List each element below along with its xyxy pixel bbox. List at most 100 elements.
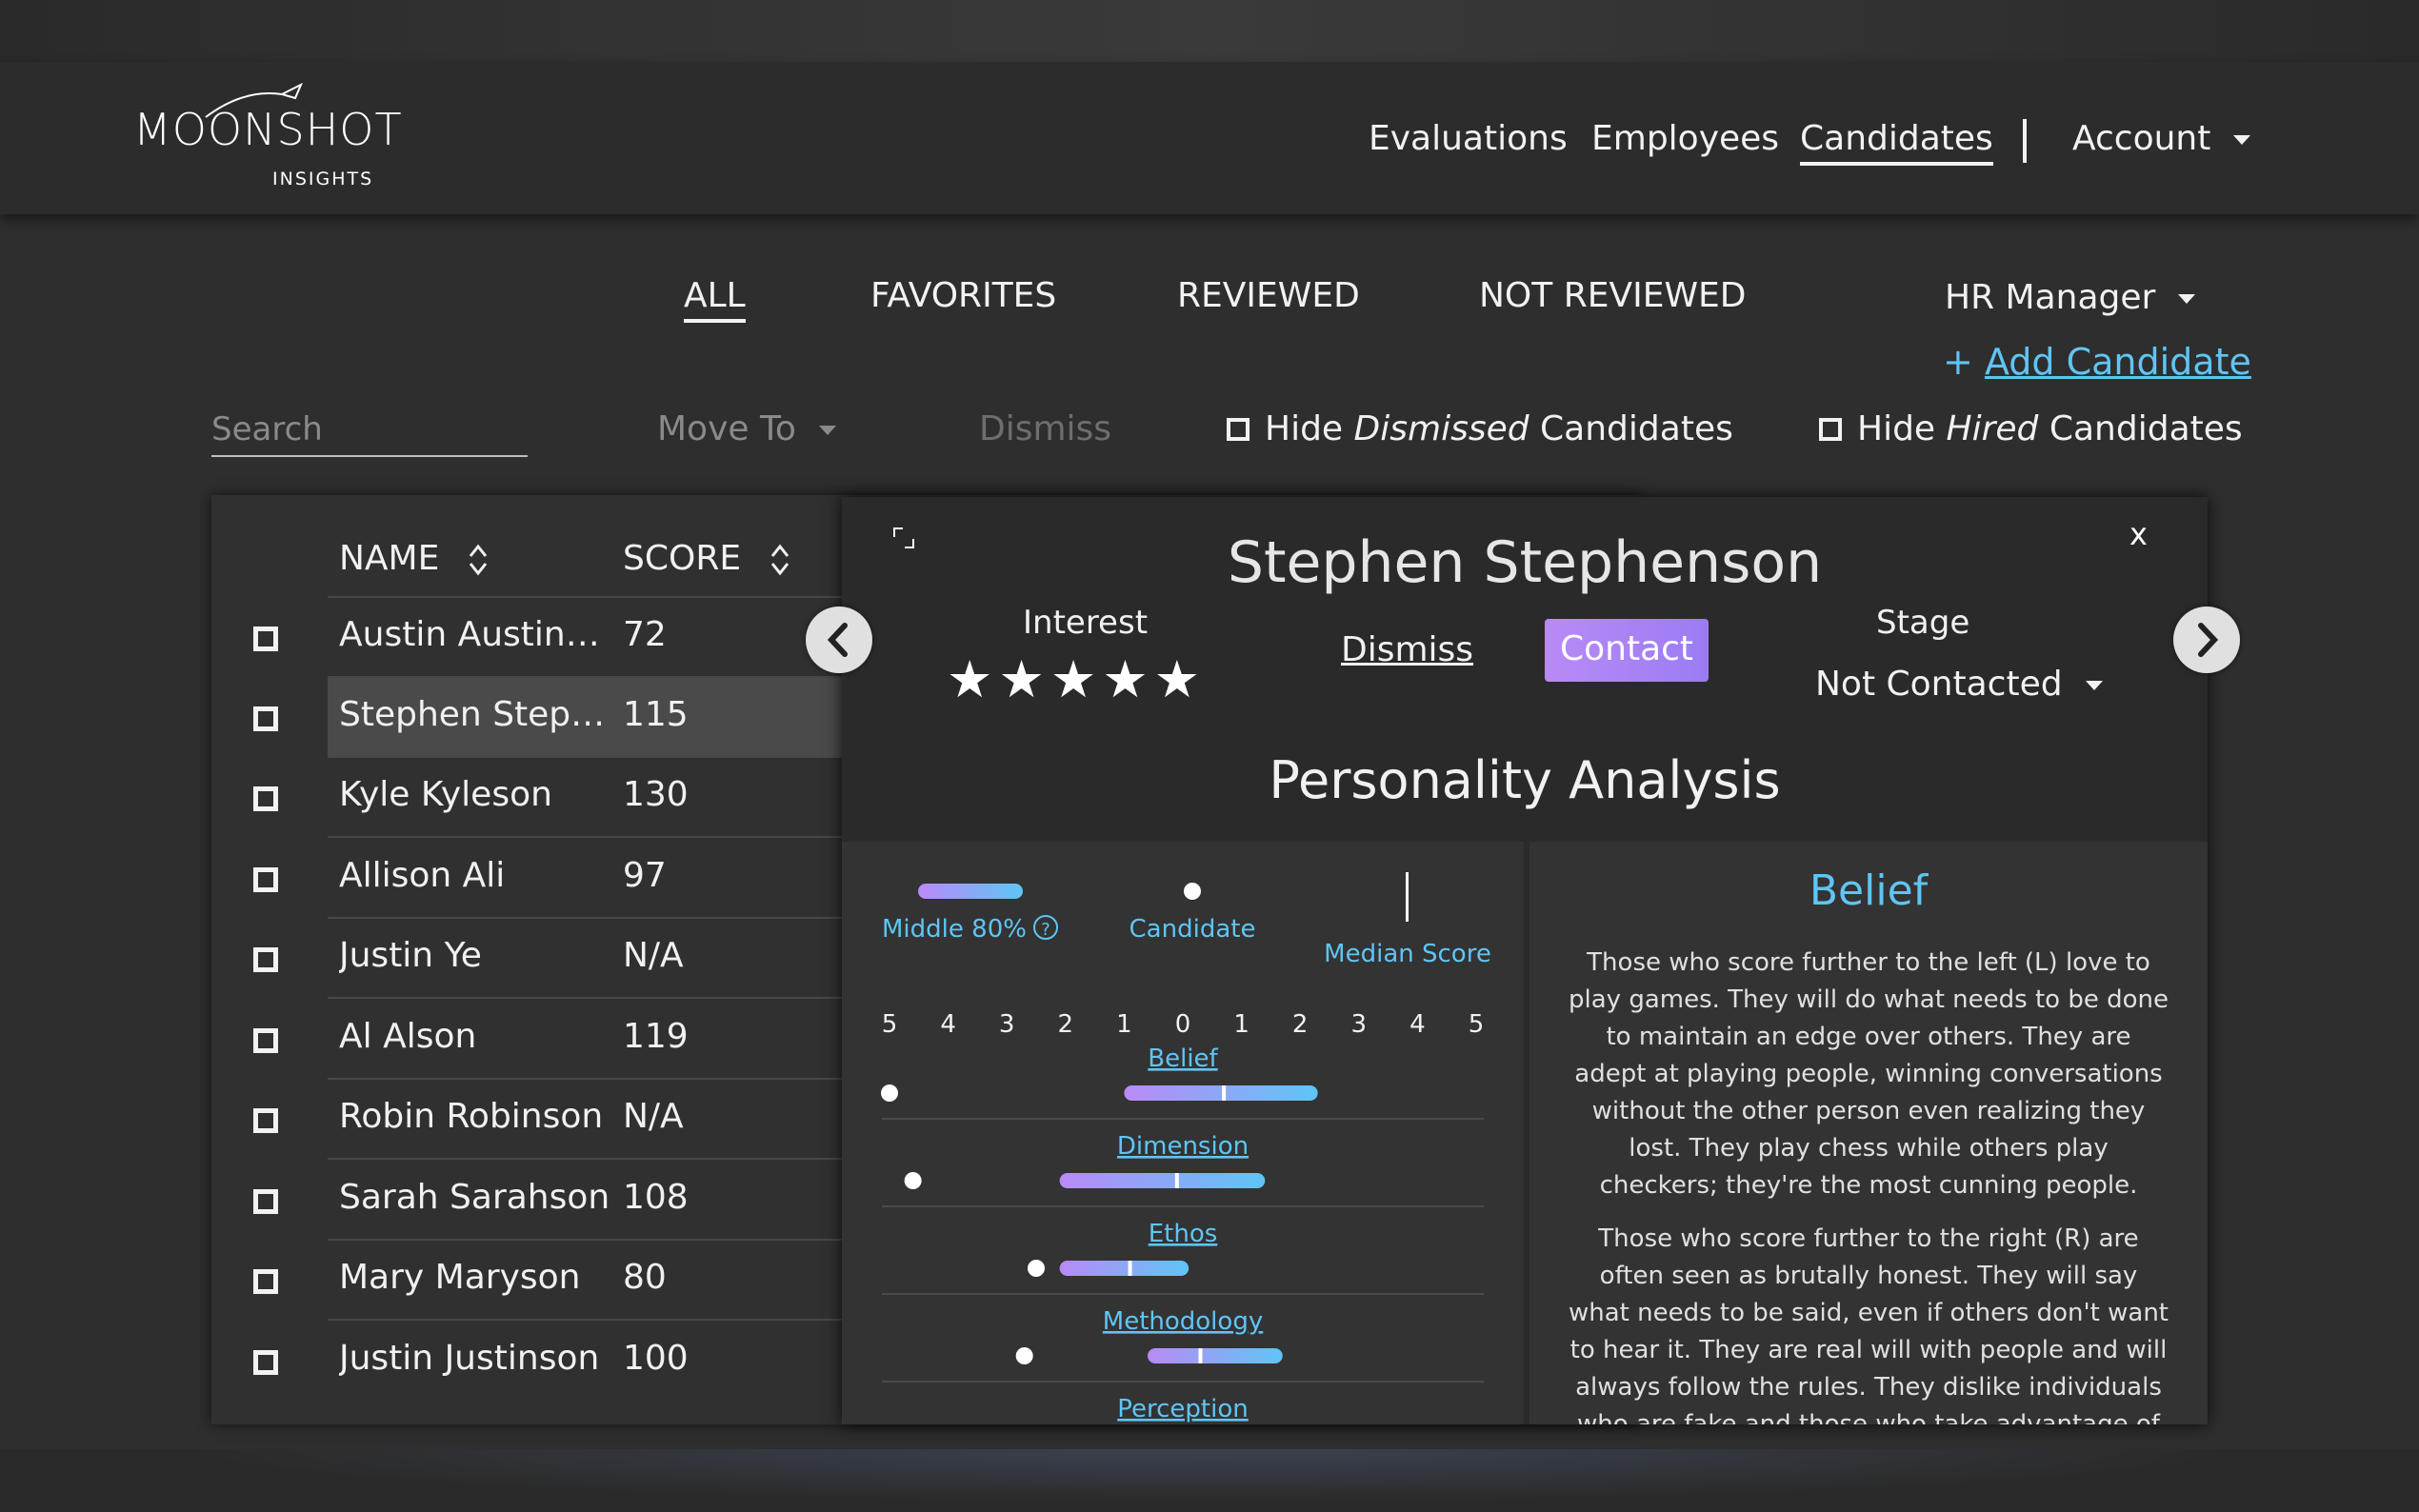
hide-hired-pre: Hide — [1857, 409, 1936, 448]
table-row[interactable]: Al Alson 119 — [211, 1000, 878, 1080]
trait-label[interactable]: Belief — [1148, 1044, 1218, 1073]
interest-rating[interactable]: ★★★★★ — [947, 649, 1207, 709]
row-checkbox[interactable] — [253, 627, 278, 651]
nav-employees[interactable]: Employees — [1591, 119, 1780, 158]
table-row[interactable]: Kyle Kyleson 130 — [211, 758, 878, 838]
search-input[interactable] — [211, 404, 528, 455]
close-icon[interactable]: x — [2129, 516, 2148, 552]
table-row[interactable]: Justin Justinson 100 — [211, 1322, 878, 1402]
row-checkbox[interactable] — [253, 1028, 278, 1053]
candidate-score: 72 — [623, 615, 667, 654]
table-row[interactable]: Allison Ali 97 — [211, 839, 878, 919]
trait-title: Belief — [1809, 866, 1929, 915]
row-checkbox[interactable] — [253, 947, 278, 972]
stage-label: Stage — [1876, 604, 1970, 642]
contact-button[interactable]: Contact — [1545, 619, 1709, 682]
nav-account-label: Account — [2072, 119, 2211, 158]
stage-select[interactable]: Not Contacted — [1815, 665, 2103, 704]
row-checkbox[interactable] — [253, 706, 278, 731]
column-header-name[interactable]: NAME — [339, 539, 489, 578]
candidate-score: N/A — [623, 1097, 684, 1136]
column-header-score[interactable]: SCORE — [623, 539, 790, 578]
table-row[interactable]: Austin Austinson 72 — [211, 598, 878, 678]
row-checkbox[interactable] — [253, 867, 278, 892]
expand-icon[interactable] — [891, 526, 916, 550]
tab-reviewed[interactable]: REVIEWED — [1177, 276, 1360, 315]
chevron-down-icon — [2085, 681, 2103, 690]
candidate-score: 80 — [623, 1258, 667, 1297]
trait-range-bar — [1124, 1085, 1318, 1101]
trait-label[interactable]: Ethos — [1149, 1220, 1218, 1248]
scale-tick-label: 4 — [1409, 1010, 1426, 1039]
previous-candidate-button[interactable] — [806, 607, 872, 673]
next-candidate-button[interactable] — [2173, 607, 2240, 673]
role-select[interactable]: HR Manager — [1945, 278, 2196, 317]
row-checkbox[interactable] — [253, 1350, 278, 1375]
table-row[interactable]: Sarah Sarahson 108 — [211, 1161, 878, 1241]
trait-median-tick — [1222, 1085, 1227, 1101]
trait-candidate-dot — [1028, 1260, 1045, 1277]
nav-account[interactable]: Account — [2072, 119, 2251, 158]
trait-range-bar — [1148, 1348, 1283, 1363]
hide-dismissed-post: Candidates — [1540, 409, 1733, 448]
table-row[interactable]: Justin Ye N/A — [211, 919, 878, 999]
candidate-name: Allison Ali — [339, 856, 506, 895]
tab-favorites[interactable]: FAVORITES — [870, 276, 1057, 315]
trait-label[interactable]: Dimension — [1117, 1132, 1249, 1161]
move-to-dropdown[interactable]: Move To — [657, 409, 836, 448]
row-checkbox[interactable] — [253, 1189, 278, 1214]
add-candidate-label: Add Candidate — [1984, 341, 2251, 383]
row-checkbox[interactable] — [253, 1108, 278, 1133]
help-circle-icon[interactable] — [1033, 915, 1058, 940]
trait-range-bar — [1059, 1261, 1190, 1276]
hide-hired-checkbox[interactable] — [1819, 417, 1842, 441]
header-divider — [328, 596, 878, 598]
dismiss-bulk-button[interactable]: Dismiss — [979, 409, 1112, 448]
row-checkbox[interactable] — [253, 786, 278, 811]
search-field — [211, 404, 528, 457]
hide-dismissed-checkbox[interactable] — [1227, 417, 1249, 441]
candidate-score: 100 — [623, 1339, 689, 1378]
hide-dismissed-toggle[interactable]: Hide Dismissed Candidates — [1227, 409, 1733, 448]
move-to-label: Move To — [657, 409, 796, 448]
trait-median-tick — [1198, 1348, 1203, 1363]
hide-hired-toggle[interactable]: Hide Hired Candidates — [1819, 409, 2243, 448]
tab-all[interactable]: ALL — [684, 276, 746, 323]
chevron-down-icon — [818, 426, 836, 435]
chevron-left-icon — [827, 623, 848, 657]
nav-candidates[interactable]: Candidates — [1800, 119, 1993, 166]
candidate-name: Stephen Stephenson — [339, 695, 610, 734]
trait-candidate-dot — [904, 1172, 922, 1189]
scale-tick-label: 2 — [1292, 1010, 1309, 1039]
table-row[interactable]: Stephen Stephenson 115 — [211, 678, 878, 758]
trait-label[interactable]: Perception — [1117, 1395, 1248, 1423]
trait-divider — [882, 1381, 1484, 1383]
candidate-name: Kyle Kyleson — [339, 775, 552, 814]
rocket-icon — [205, 82, 303, 118]
nav-evaluations[interactable]: Evaluations — [1369, 119, 1568, 158]
scale-tick-label: 3 — [999, 1010, 1015, 1039]
chevron-down-icon — [2178, 294, 2196, 304]
scale-tick-label: 5 — [1469, 1010, 1485, 1039]
candidate-name: Mary Maryson — [339, 1258, 581, 1297]
add-candidate-link[interactable]: + Add Candidate — [1943, 341, 2251, 383]
main-nav: Evaluations Employees Candidates Account — [0, 119, 2419, 176]
chevron-right-icon — [2198, 623, 2219, 657]
candidate-title: Stephen Stephenson — [1227, 529, 1823, 596]
table-row[interactable]: Mary Maryson 80 — [211, 1241, 878, 1321]
trait-range-bar — [1059, 1173, 1266, 1188]
trait-label[interactable]: Methodology — [1103, 1307, 1263, 1336]
bottom-strip — [0, 1449, 2419, 1512]
tab-not-reviewed[interactable]: NOT REVIEWED — [1479, 276, 1747, 315]
row-checkbox[interactable] — [253, 1269, 278, 1294]
app-header: MOONSHOT INSIGHTS Evaluations Employees … — [0, 62, 2419, 214]
chevron-down-icon — [2233, 135, 2251, 145]
scale-tick-label: 3 — [1351, 1010, 1368, 1039]
moonshot-logo[interactable]: MOONSHOT INSIGHTS — [133, 81, 419, 205]
scale-tick-label: 1 — [1233, 1010, 1249, 1039]
personality-chart-panel: Middle 80% ? Candidate Median Score 5 4 3 2… — [842, 842, 1524, 1424]
trait-divider — [882, 1205, 1484, 1207]
dismiss-link[interactable]: Dismiss — [1341, 630, 1474, 669]
table-row[interactable]: Robin Robinson N/A — [211, 1080, 878, 1160]
hide-dismissed-pre: Hide — [1265, 409, 1344, 448]
